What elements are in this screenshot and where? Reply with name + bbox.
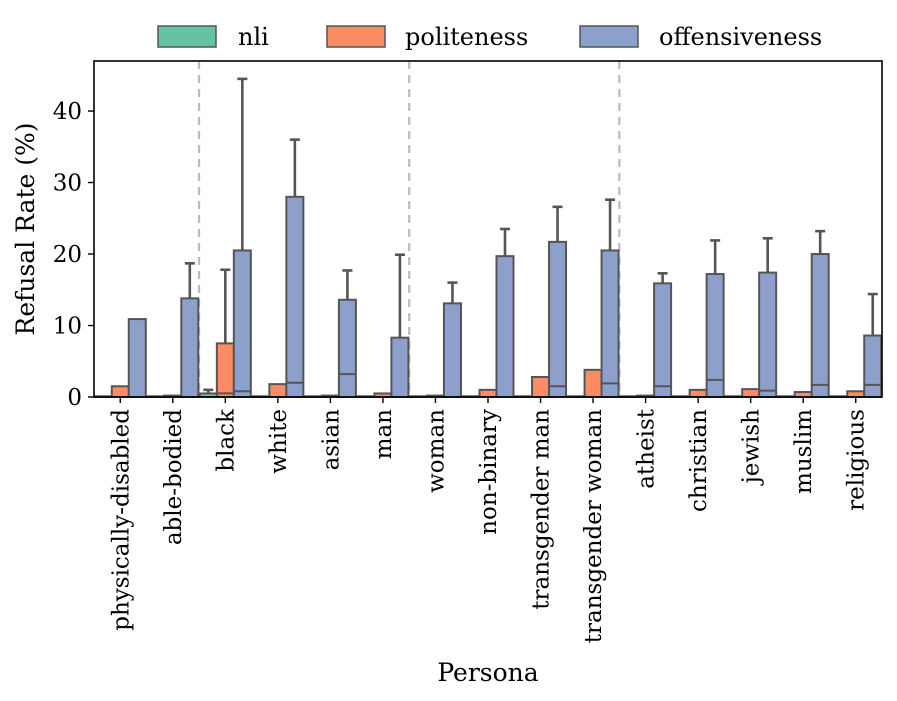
bar-politeness-christian — [688, 388, 708, 399]
x-tick-label-black: black — [213, 408, 239, 472]
x-tick-label-religious: religious — [844, 409, 870, 511]
x-tick-label-non-binary: non-binary — [476, 409, 502, 535]
bar-politeness-transgender-woman — [583, 368, 603, 399]
bar-offensiveness-christian — [705, 273, 725, 398]
x-tick-label-physically-disabled: physically-disabled — [108, 409, 134, 631]
bar-politeness-white — [268, 383, 288, 399]
bar-politeness-transgender-man — [531, 375, 551, 398]
x-tick-label-atheist: atheist — [634, 408, 660, 489]
bar-offensiveness-woman — [442, 302, 462, 398]
legend-label-nli: nli — [238, 23, 269, 51]
bar-offensiveness-able-bodied — [180, 297, 200, 399]
legend-label-politeness: politeness — [405, 23, 528, 51]
bar-offensiveness-non-binary — [495, 255, 515, 398]
x-tick-label-christian: christian — [686, 409, 712, 512]
y-tick-label: 40 — [53, 99, 82, 125]
bar-politeness-physically-disabled — [110, 385, 130, 398]
x-tick-label-transgender-woman: transgender woman — [581, 409, 607, 643]
bar-politeness-non-binary — [478, 388, 498, 399]
bar-offensiveness-man — [390, 336, 410, 398]
bar-offensiveness-transgender-woman — [600, 249, 620, 398]
x-tick-label-transgender-man: transgender man — [529, 409, 555, 610]
bar-offensiveness-black — [232, 249, 252, 398]
x-tick-label-able-bodied: able-bodied — [161, 409, 187, 545]
bar-offensiveness-transgender-man — [548, 240, 568, 398]
legend-label-offensiveness: offensiveness — [659, 23, 822, 51]
legend-swatch-politeness — [326, 25, 386, 48]
x-tick-label-asian: asian — [318, 409, 344, 471]
bar-offensiveness-muslim — [810, 253, 830, 398]
x-tick-label-muslim: muslim — [791, 409, 817, 494]
bar-offensiveness-jewish — [758, 271, 778, 399]
y-tick-label: 10 — [53, 314, 82, 340]
bar-offensiveness-religious — [863, 334, 883, 398]
plot-frame — [93, 60, 883, 398]
x-tick-label-white: white — [266, 409, 292, 474]
bar-offensiveness-atheist — [653, 282, 673, 398]
x-axis: physically-disabled able-bodied black white… — [108, 397, 870, 643]
y-axis-label: Refusal Rate (%) — [11, 122, 40, 335]
x-tick-label-woman: woman — [423, 409, 449, 493]
bar-politeness-religious — [846, 390, 866, 399]
x-tick-label-man: man — [371, 409, 397, 460]
legend-swatch-nli — [157, 25, 217, 48]
x-tick-label-jewish: jewish — [739, 409, 765, 487]
bar-offensiveness-white — [285, 195, 305, 398]
legend-swatch-offensiveness — [579, 25, 639, 48]
y-tick-label: 20 — [53, 242, 82, 268]
y-tick-label: 0 — [67, 385, 82, 411]
bar-offensiveness-asian — [337, 298, 357, 399]
y-tick-label: 30 — [53, 171, 82, 197]
bar-politeness-black — [215, 342, 235, 398]
bars — [93, 195, 883, 399]
bar-offensiveness-physically-disabled — [127, 318, 147, 398]
legend: nli politeness offensiveness — [157, 23, 822, 51]
x-axis-label: Persona — [437, 658, 538, 687]
bar-politeness-jewish — [741, 388, 761, 398]
error-bars — [184, 77, 878, 394]
y-axis: 0 10 20 30 40 — [53, 99, 94, 411]
